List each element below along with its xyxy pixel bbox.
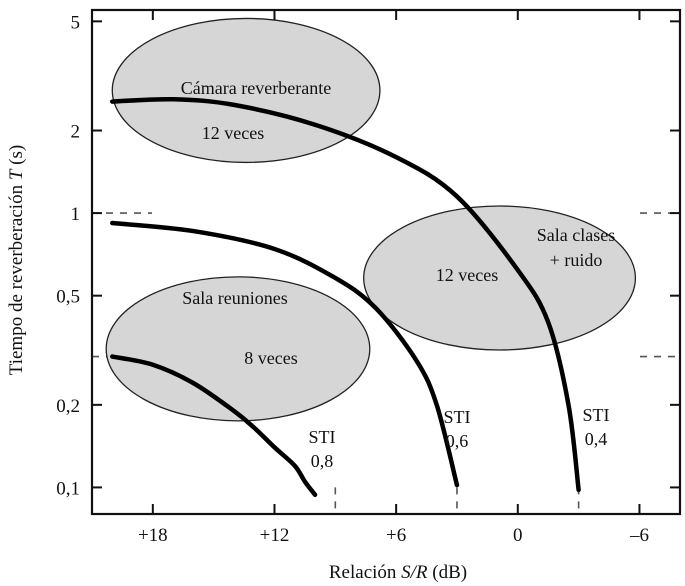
curve-label-sti-0-6: STI	[444, 407, 471, 427]
curve-point-sti-0-6	[415, 360, 417, 362]
x-tick-label: –6	[629, 525, 649, 546]
zone-label-sala-clases: Sala clases	[537, 225, 615, 245]
x-tick-label: 0	[513, 525, 523, 546]
curve-point-sti-0-6	[334, 277, 336, 279]
zone-sala-reuniones	[105, 276, 371, 422]
curve-label-sti-0-8: STI	[309, 427, 336, 447]
y-tick-label: 2	[71, 122, 81, 143]
curve-point-sti-0-4	[456, 195, 458, 197]
curve-sti-0-4	[110, 96, 581, 493]
curve-label-sti-0-6: 0,6	[446, 431, 469, 451]
x-axis-label: Relación S/R (dB)	[329, 562, 467, 583]
zone-label-camara-reverberante: 12 veces	[202, 123, 264, 143]
zone-label-camara-reverberante: Cámara reverberante	[181, 78, 331, 98]
x-tick-label: +6	[386, 525, 406, 546]
curve-point-sti-0-4	[578, 489, 580, 491]
sti-curves	[110, 96, 581, 498]
zone-label-sala-clases: + ruido	[550, 250, 603, 270]
plot-frame	[90, 8, 682, 516]
curve-point-sti-0-4	[172, 98, 174, 100]
curve-point-sti-0-6	[436, 404, 438, 406]
curve-point-sti-0-8	[192, 382, 194, 384]
y-tick-label: 0,2	[56, 396, 80, 417]
curve-point-sti-0-8	[294, 465, 296, 467]
curve-point-sti-0-4	[517, 269, 519, 271]
curve-point-sti-0-4	[567, 404, 569, 406]
curve-point-sti-0-6	[111, 222, 113, 224]
zones	[105, 17, 637, 422]
curve-point-sti-0-4	[547, 321, 549, 323]
text-labels: Cámara reverberante 12 veces Sala clases + …	[181, 78, 615, 471]
y-tick-label: 0,5	[56, 287, 80, 308]
curve-point-sti-0-8	[273, 446, 275, 448]
curve-point-sti-0-8	[233, 410, 235, 412]
curve-point-sti-0-8	[314, 494, 316, 496]
curve-point-sti-0-4	[111, 101, 113, 103]
curve-label-sti-0-4: 0,4	[585, 429, 608, 449]
curve-point-sti-0-8	[253, 427, 255, 429]
curve-point-sti-0-4	[314, 124, 316, 126]
curve-point-sti-0-6	[192, 230, 194, 232]
curve-point-sti-0-4	[233, 104, 235, 106]
zone-label-sala-reuniones: Sala reuniones	[182, 288, 287, 308]
curve-label-sti-0-4: STI	[583, 405, 610, 425]
zone-camara-reverberante	[111, 17, 381, 164]
curve-point-sti-0-4	[395, 156, 397, 158]
curve-point-sti-0-6	[273, 248, 275, 250]
zone-label-sala-clases: 12 veces	[436, 265, 498, 285]
curve-label-sti-0-8: 0,8	[311, 451, 334, 471]
curve-point-sti-0-8	[111, 356, 113, 358]
y-tick-label: 1	[71, 204, 81, 225]
y-tick-label: 0,1	[56, 478, 80, 499]
y-axis-label: Tiempo de reverberación T (s)	[6, 145, 27, 375]
x-tick-label: +18	[138, 525, 168, 546]
curve-point-sti-0-6	[456, 484, 458, 486]
x-tick-label: +12	[260, 525, 290, 546]
zone-sala-clases	[363, 205, 637, 351]
axes: +18 +12 +6 0 –6 5 2 1 0,5 0,2 0,1 Relación S/R (dB)…	[6, 10, 680, 583]
zone-label-sala-reuniones: 8 veces	[244, 348, 297, 368]
curve-point-sti-0-6	[375, 307, 377, 309]
y-tick-label: 5	[71, 12, 81, 33]
curve-point-sti-0-8	[304, 481, 306, 483]
curve-point-sti-0-8	[152, 364, 154, 366]
